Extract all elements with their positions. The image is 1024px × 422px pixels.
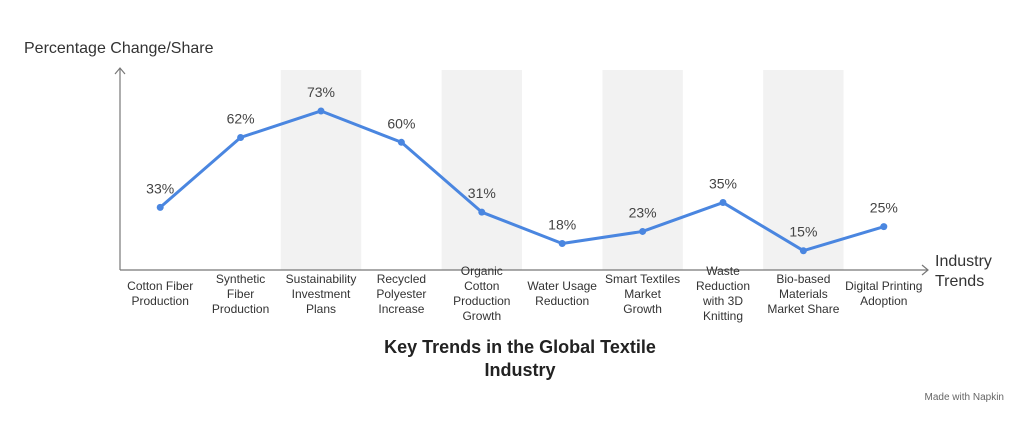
data-label: 35% bbox=[709, 176, 737, 192]
data-label: 33% bbox=[146, 180, 174, 196]
point bbox=[478, 208, 486, 216]
band bbox=[602, 70, 683, 270]
data-label: 23% bbox=[629, 204, 657, 220]
x-tick-label: Sustainability Investment Plans bbox=[285, 271, 357, 316]
point bbox=[317, 107, 325, 115]
point bbox=[880, 223, 888, 231]
point bbox=[237, 133, 245, 141]
point bbox=[799, 247, 807, 255]
x-tick-label: Smart Textiles Market Growth bbox=[605, 271, 681, 316]
y-axis-label: Percentage Change/Share bbox=[24, 40, 214, 57]
x-tick-label: Digital Printing Adoption bbox=[845, 279, 923, 308]
data-label: 15% bbox=[789, 224, 817, 240]
band bbox=[280, 70, 362, 270]
data-label: 31% bbox=[468, 185, 496, 201]
band bbox=[441, 70, 522, 270]
data-label: 18% bbox=[548, 216, 576, 232]
data-label: 73% bbox=[307, 84, 335, 100]
point bbox=[156, 203, 164, 211]
line bbox=[159, 109, 885, 253]
footer: Made with Napkin bbox=[924, 392, 1004, 403]
x-tick-label: Cotton Fiber Production bbox=[127, 279, 194, 308]
x-tick-label: Synthetic Fiber Production bbox=[211, 271, 270, 316]
x-axis-arrow bbox=[921, 264, 929, 276]
point bbox=[397, 138, 405, 146]
x-tick-label: Organic Cotton Production Growth bbox=[453, 264, 511, 323]
band bbox=[763, 70, 844, 270]
data-label: 25% bbox=[870, 200, 898, 216]
data-label: 60% bbox=[387, 115, 415, 131]
x-tick-label: Bio-based Materials Market Share bbox=[767, 271, 840, 316]
data-label: 62% bbox=[227, 110, 255, 126]
x-tick-label: Water Usage Reduction bbox=[527, 279, 597, 308]
point bbox=[719, 199, 727, 207]
point bbox=[639, 227, 647, 235]
point bbox=[558, 239, 566, 247]
y-axis-arrow bbox=[114, 67, 126, 75]
x-axis-label: Industry Trends bbox=[935, 253, 992, 290]
x-tick-label: Waste Reduction with 3D Knitting bbox=[695, 264, 751, 323]
chart-title: Key Trends in the Global Textile Industr… bbox=[384, 337, 656, 380]
x-tick-label: Recycled Polyester Increase bbox=[376, 271, 427, 316]
